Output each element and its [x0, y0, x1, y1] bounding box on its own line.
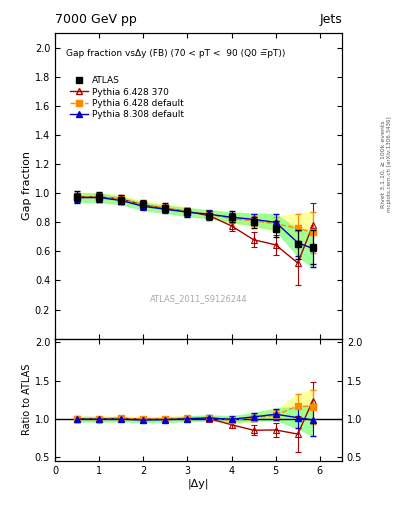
Text: 7000 GeV pp: 7000 GeV pp	[55, 13, 137, 26]
Y-axis label: Ratio to ATLAS: Ratio to ATLAS	[22, 364, 32, 435]
Text: mcplots.cern.ch [arXiv:1306.3436]: mcplots.cern.ch [arXiv:1306.3436]	[387, 116, 391, 211]
Legend: ATLAS, Pythia 6.428 370, Pythia 6.428 default, Pythia 8.308 default: ATLAS, Pythia 6.428 370, Pythia 6.428 de…	[68, 74, 185, 121]
Text: ATLAS_2011_S9126244: ATLAS_2011_S9126244	[150, 294, 247, 304]
Text: Gap fraction vsΔy (FB) (70 < pT <  90 (Q0 =̅pT)): Gap fraction vsΔy (FB) (70 < pT < 90 (Q0…	[66, 49, 286, 57]
Y-axis label: Gap fraction: Gap fraction	[22, 152, 32, 221]
X-axis label: |Δy|: |Δy|	[188, 478, 209, 489]
Text: Rivet 3.1.10, ≥ 100k events: Rivet 3.1.10, ≥ 100k events	[381, 120, 386, 208]
Text: Jets: Jets	[319, 13, 342, 26]
